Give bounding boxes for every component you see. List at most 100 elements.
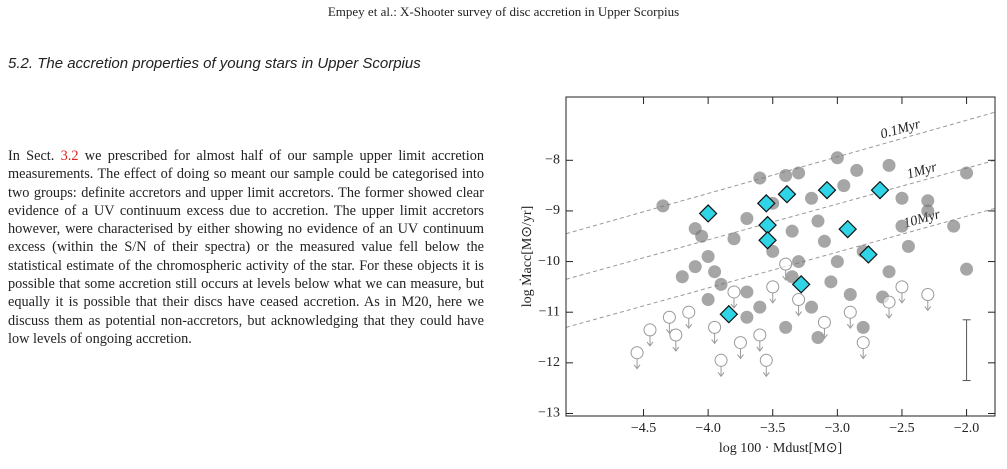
upper-limit — [643, 323, 657, 337]
upper-limit — [856, 336, 870, 350]
detection — [727, 232, 741, 246]
detection — [901, 239, 915, 253]
detection — [960, 262, 974, 276]
upper-limit — [662, 310, 676, 324]
detection — [805, 300, 819, 314]
upper-limit — [727, 285, 741, 299]
arrow-head — [859, 354, 867, 360]
detection — [960, 166, 974, 180]
detection — [708, 265, 722, 279]
upper-limit — [882, 295, 896, 309]
arrow-head — [924, 306, 932, 312]
this-work — [859, 245, 878, 264]
isochrone — [566, 111, 995, 235]
detection — [766, 244, 780, 258]
detection — [792, 166, 806, 180]
upper-limit — [895, 280, 909, 294]
this-work — [758, 215, 777, 235]
detection — [779, 168, 793, 182]
arrow-head — [769, 298, 777, 304]
paragraph: In Sect. 3.2 we prescribed for almost ha… — [8, 147, 484, 348]
this-work — [791, 275, 811, 294]
detection — [695, 229, 709, 243]
detection — [856, 320, 870, 334]
detection — [811, 214, 825, 228]
arrow-head — [685, 323, 693, 330]
upper-limit — [766, 280, 780, 294]
arrow-head — [898, 298, 906, 304]
detection — [785, 224, 799, 238]
arrow-head — [730, 303, 738, 309]
this-work — [777, 184, 797, 204]
section-number: 5.2. — [8, 55, 34, 72]
detection — [947, 219, 961, 233]
arrow-head — [846, 323, 854, 330]
detection — [830, 151, 844, 165]
detection — [882, 158, 896, 172]
y-tick-label: −12 — [538, 355, 560, 370]
upper-limit — [714, 353, 728, 367]
this-work — [870, 180, 890, 200]
x-tick-label: −3.5 — [760, 421, 785, 436]
detection — [921, 204, 935, 218]
upper-limit — [753, 328, 767, 342]
x-tick-label: −4.5 — [631, 421, 656, 436]
detection — [830, 255, 844, 269]
this-work — [756, 193, 776, 213]
detection — [753, 300, 767, 314]
detection — [895, 219, 909, 233]
x-tick-label: −4.0 — [695, 421, 720, 436]
detection — [740, 212, 754, 226]
detection — [811, 331, 825, 345]
section-link[interactable]: 3.2 — [60, 148, 79, 164]
detection — [837, 179, 851, 193]
upper-limit — [630, 346, 644, 360]
this-work — [758, 230, 777, 250]
detection — [779, 320, 793, 334]
running-header: Empey et al.: X-Shooter survey of disc a… — [327, 4, 680, 19]
detection — [753, 171, 767, 185]
y-axis-label: log Ṁacc[M⊙/yr] — [519, 206, 535, 308]
arrow-head — [782, 275, 790, 281]
detection — [701, 250, 715, 263]
this-work — [698, 204, 718, 223]
arrow-head — [795, 311, 802, 317]
x-tick-label: −3.0 — [825, 421, 850, 436]
y-tick-label: −11 — [539, 304, 560, 319]
upper-limit — [682, 305, 696, 319]
upper-limit — [708, 320, 722, 334]
upper-limit — [843, 305, 857, 319]
detection — [921, 194, 935, 208]
detection — [740, 310, 754, 324]
detection — [714, 277, 728, 291]
arrow-head — [646, 341, 654, 347]
y-tick-label: −10 — [538, 254, 560, 269]
detection — [688, 260, 702, 274]
detection — [792, 255, 806, 269]
x-axis-label: log 100 · Mdust[M⊙] — [719, 441, 842, 456]
text: we prescribed for almost half of our sam… — [8, 148, 484, 347]
text: In Sect. — [8, 148, 61, 164]
detection — [895, 191, 909, 205]
arrow-head — [717, 372, 725, 378]
arrow-head — [762, 372, 770, 378]
arrow-head — [756, 346, 764, 352]
x-tick-label: −2.0 — [954, 421, 979, 436]
section-heading: 5.2. The accretion properties of young s… — [8, 54, 522, 73]
isochrone-label: 1Myr — [905, 160, 939, 183]
detection — [850, 163, 864, 177]
detection — [824, 275, 838, 289]
upper-limit — [779, 257, 793, 271]
y-tick-label: −9 — [545, 203, 560, 218]
upper-limit — [669, 328, 683, 342]
detection — [701, 293, 715, 307]
upper-limit — [817, 315, 831, 329]
upper-limit — [759, 353, 773, 367]
arrow-head — [885, 313, 893, 319]
detection — [805, 191, 819, 205]
arrow-head — [633, 364, 641, 370]
plot-frame — [565, 96, 996, 417]
isochrone-label: 0.1Myr — [879, 117, 923, 143]
